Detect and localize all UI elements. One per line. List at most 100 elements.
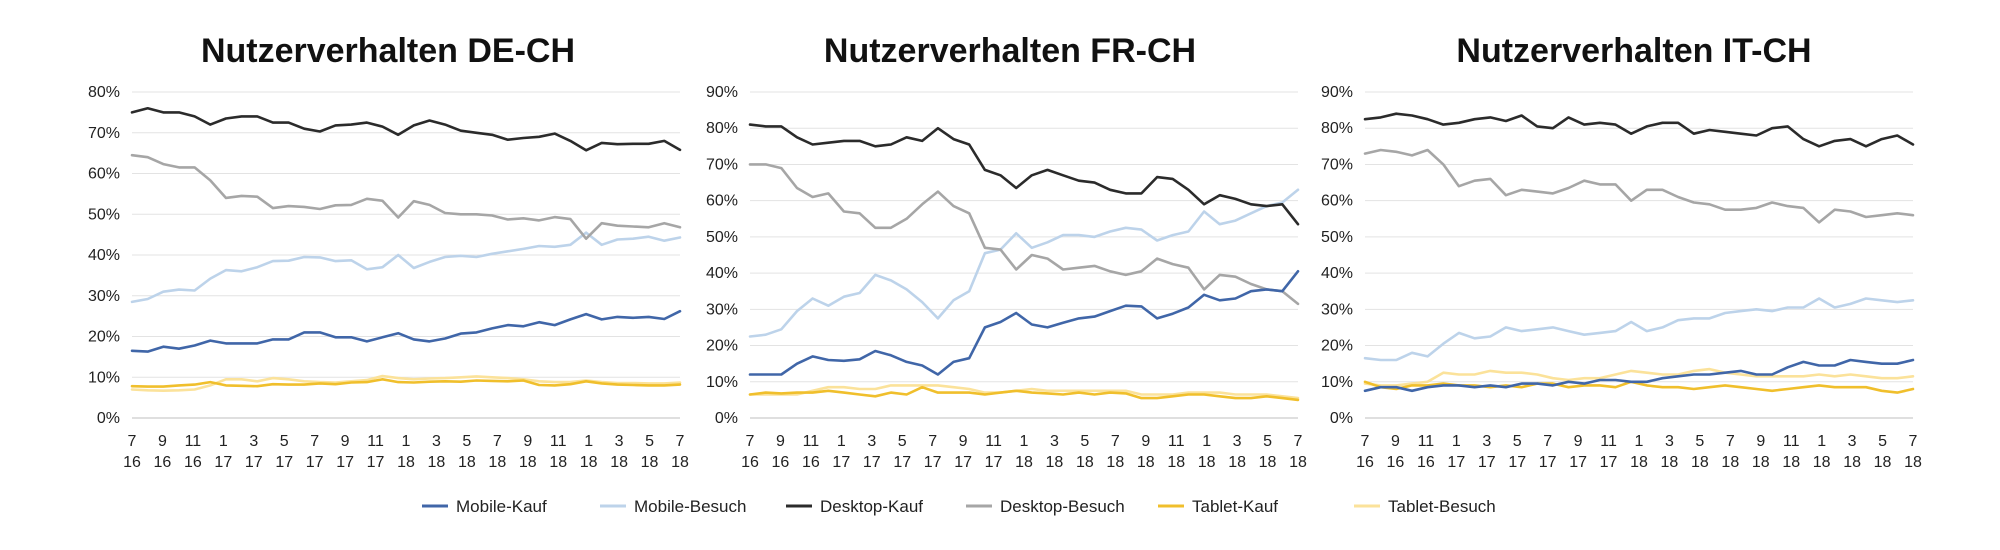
legend-label: Mobile-Kauf: [456, 497, 547, 516]
x-tick-label-year: 18: [1289, 454, 1307, 471]
x-tick-label-year: 17: [1478, 454, 1496, 471]
x-tick-label-month: 3: [615, 433, 624, 450]
legend-label: Tablet-Besuch: [1388, 497, 1496, 516]
legend-item: Desktop-Kauf: [786, 497, 923, 516]
x-tick-label-month: 5: [645, 433, 654, 450]
x-tick-label-year: 16: [741, 454, 759, 471]
x-tick-label-year: 16: [184, 454, 202, 471]
x-tick-label-year: 18: [1046, 454, 1064, 471]
x-tick-label-month: 5: [1878, 433, 1887, 450]
x-tick-label-month: 7: [1543, 433, 1552, 450]
x-tick-label-month: 7: [1361, 433, 1370, 450]
x-tick-label-month: 7: [1294, 433, 1303, 450]
y-tick-label: 10%: [88, 369, 120, 386]
y-tick-label: 70%: [706, 156, 738, 173]
x-tick-label-year: 18: [1015, 454, 1033, 471]
x-tick-label-month: 1: [584, 433, 593, 450]
x-tick-label-month: 7: [128, 433, 137, 450]
x-tick-label-month: 7: [493, 433, 502, 450]
x-tick-label-year: 18: [1661, 454, 1679, 471]
x-tick-label-year: 18: [1752, 454, 1770, 471]
x-tick-label-year: 18: [1630, 454, 1648, 471]
y-tick-label: 30%: [1321, 301, 1353, 318]
y-tick-label: 20%: [706, 338, 738, 355]
series-line-tablet-kauf: [1363, 380, 1915, 394]
y-tick-label: 30%: [88, 288, 120, 305]
x-tick-label-year: 18: [641, 454, 659, 471]
x-tick-label-year: 18: [488, 454, 506, 471]
x-tick-label-year: 18: [397, 454, 415, 471]
series-line-tablet-besuch: [748, 384, 1300, 400]
x-tick-label-year: 16: [123, 454, 141, 471]
legend-label: Tablet-Kauf: [1192, 497, 1278, 516]
x-tick-label-year: 18: [428, 454, 446, 471]
x-tick-label-month: 3: [1233, 433, 1242, 450]
x-tick-label-year: 18: [1721, 454, 1739, 471]
x-tick-label-year: 17: [832, 454, 850, 471]
series-line-mobile-kauf: [1363, 358, 1915, 393]
x-tick-label-year: 18: [458, 454, 476, 471]
x-tick-label-month: 11: [367, 433, 384, 450]
x-tick-label-year: 17: [863, 454, 881, 471]
y-tick-label: 30%: [706, 301, 738, 318]
x-tick-label-year: 18: [1137, 454, 1155, 471]
x-tick-label-month: 5: [1513, 433, 1522, 450]
x-tick-label-year: 17: [275, 454, 293, 471]
y-tick-label: 70%: [88, 125, 120, 142]
x-tick-label-month: 1: [1020, 433, 1029, 450]
series-line-desktop-kauf: [130, 107, 682, 152]
x-tick-label-month: 11: [1418, 433, 1435, 450]
x-tick-label-month: 9: [1756, 433, 1765, 450]
series-line-mobile-besuch: [1363, 297, 1915, 362]
x-tick-label-month: 3: [1050, 433, 1059, 450]
x-tick-label-month: 11: [1783, 433, 1800, 450]
x-tick-label-year: 17: [306, 454, 324, 471]
chart-title: Nutzerverhalten DE-CH: [201, 32, 575, 70]
x-tick-label-month: 3: [1482, 433, 1491, 450]
series-line-mobile-besuch: [130, 231, 682, 304]
x-tick-label-year: 17: [1447, 454, 1465, 471]
x-tick-label-month: 5: [1695, 433, 1704, 450]
x-tick-label-month: 9: [959, 433, 968, 450]
series-line-mobile-besuch: [748, 188, 1300, 338]
x-tick-label-year: 18: [549, 454, 567, 471]
x-tick-label-month: 9: [1141, 433, 1150, 450]
x-tick-label-month: 7: [746, 433, 755, 450]
x-tick-label-month: 1: [837, 433, 846, 450]
x-tick-label-month: 3: [249, 433, 258, 450]
x-tick-label-month: 1: [1452, 433, 1461, 450]
x-tick-label-month: 3: [1665, 433, 1674, 450]
legend-item: Tablet-Besuch: [1354, 497, 1496, 516]
x-tick-label-month: 7: [1909, 433, 1918, 450]
x-tick-label-year: 18: [1691, 454, 1709, 471]
x-tick-label-month: 7: [676, 433, 685, 450]
y-tick-label: 10%: [706, 374, 738, 391]
series-line-tablet-besuch: [1363, 367, 1915, 387]
x-tick-label-year: 17: [1539, 454, 1557, 471]
y-tick-label: 0%: [97, 410, 120, 427]
chart-panel-1: Nutzerverhalten DE-CH 0% 10% 20% 30% 40% 50% 60…: [88, 32, 689, 471]
x-tick-label-year: 18: [1228, 454, 1246, 471]
y-tick-label: 90%: [1321, 84, 1353, 101]
series-line-tablet-kauf: [748, 385, 1300, 402]
legend-label: Desktop-Kauf: [820, 497, 923, 516]
y-tick-label: 80%: [88, 84, 120, 101]
y-tick-label: 90%: [706, 84, 738, 101]
x-tick-label-month: 1: [219, 433, 228, 450]
series-line-desktop-kauf: [748, 123, 1300, 226]
series-line-mobile-kauf: [748, 269, 1300, 376]
x-tick-label-month: 7: [1111, 433, 1120, 450]
x-tick-label-month: 3: [432, 433, 441, 450]
x-tick-label-month: 7: [1726, 433, 1735, 450]
y-tick-label: 60%: [1321, 193, 1353, 210]
series-line-tablet-kauf: [130, 377, 682, 388]
y-tick-label: 50%: [88, 206, 120, 223]
x-tick-label-month: 1: [1635, 433, 1644, 450]
x-tick-label-month: 9: [158, 433, 167, 450]
x-tick-label-year: 17: [985, 454, 1003, 471]
series-line-desktop-besuch: [130, 153, 682, 240]
legend-item: Tablet-Kauf: [1158, 497, 1278, 516]
x-tick-label-year: 16: [772, 454, 790, 471]
x-tick-label-month: 9: [1391, 433, 1400, 450]
